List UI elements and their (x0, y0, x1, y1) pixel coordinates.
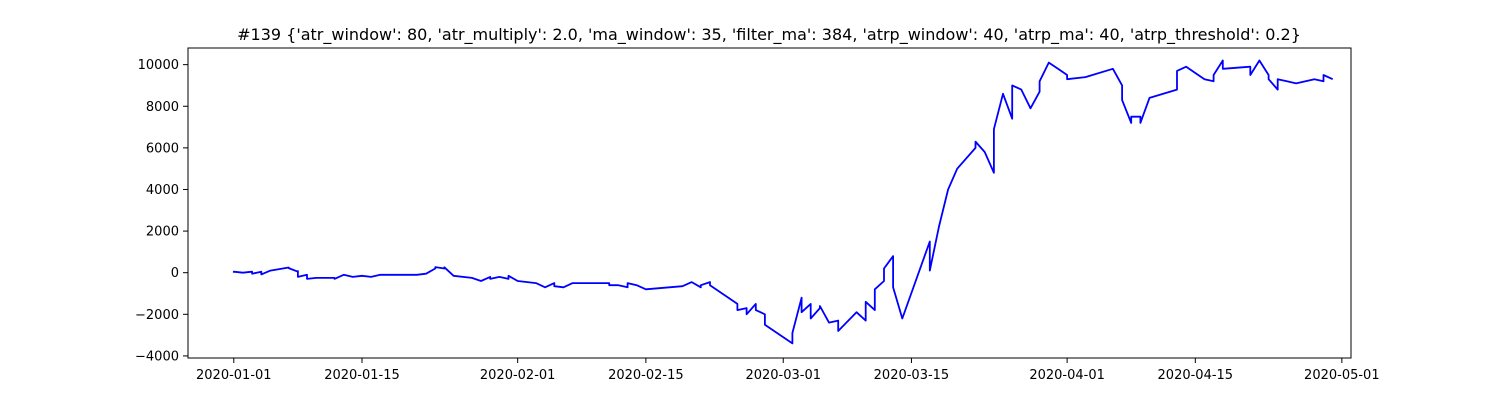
axes-frame (187, 47, 1352, 359)
y-tick-label: 10000 (138, 58, 179, 73)
y-tick-label: 2000 (146, 225, 179, 240)
x-tick-label: 2020-03-15 (874, 368, 950, 383)
series-line (232, 59, 1334, 345)
x-axis: 2020-01-01 2020-01-15 2020-02-01 2020-02-15… (196, 358, 1380, 383)
y-tick-label: 4000 (146, 183, 179, 198)
y-tick-label: 8000 (146, 100, 179, 115)
y-tick-label: −2000 (135, 308, 179, 323)
y-tick-label: 6000 (146, 141, 179, 156)
x-tick-label: 2020-02-15 (608, 368, 684, 383)
y-tick-label: 0 (171, 266, 179, 281)
x-tick-label: 2020-01-01 (196, 368, 272, 383)
y-tick-label: −4000 (135, 349, 179, 364)
plot-area (232, 59, 1334, 345)
x-tick-label: 2020-04-15 (1158, 368, 1234, 383)
y-axis: −4000 −2000 0 2000 4000 6000 8000 10000 (135, 58, 188, 364)
x-tick-label: 2020-05-01 (1304, 368, 1380, 383)
x-tick-label: 2020-02-01 (480, 368, 556, 383)
x-tick-label: 2020-03-01 (745, 368, 821, 383)
chart-title: #139 {'atr_window': 80, 'atr_multiply': … (237, 25, 1301, 45)
x-tick-label: 2020-04-01 (1029, 368, 1105, 383)
x-tick-label: 2020-01-15 (324, 368, 400, 383)
